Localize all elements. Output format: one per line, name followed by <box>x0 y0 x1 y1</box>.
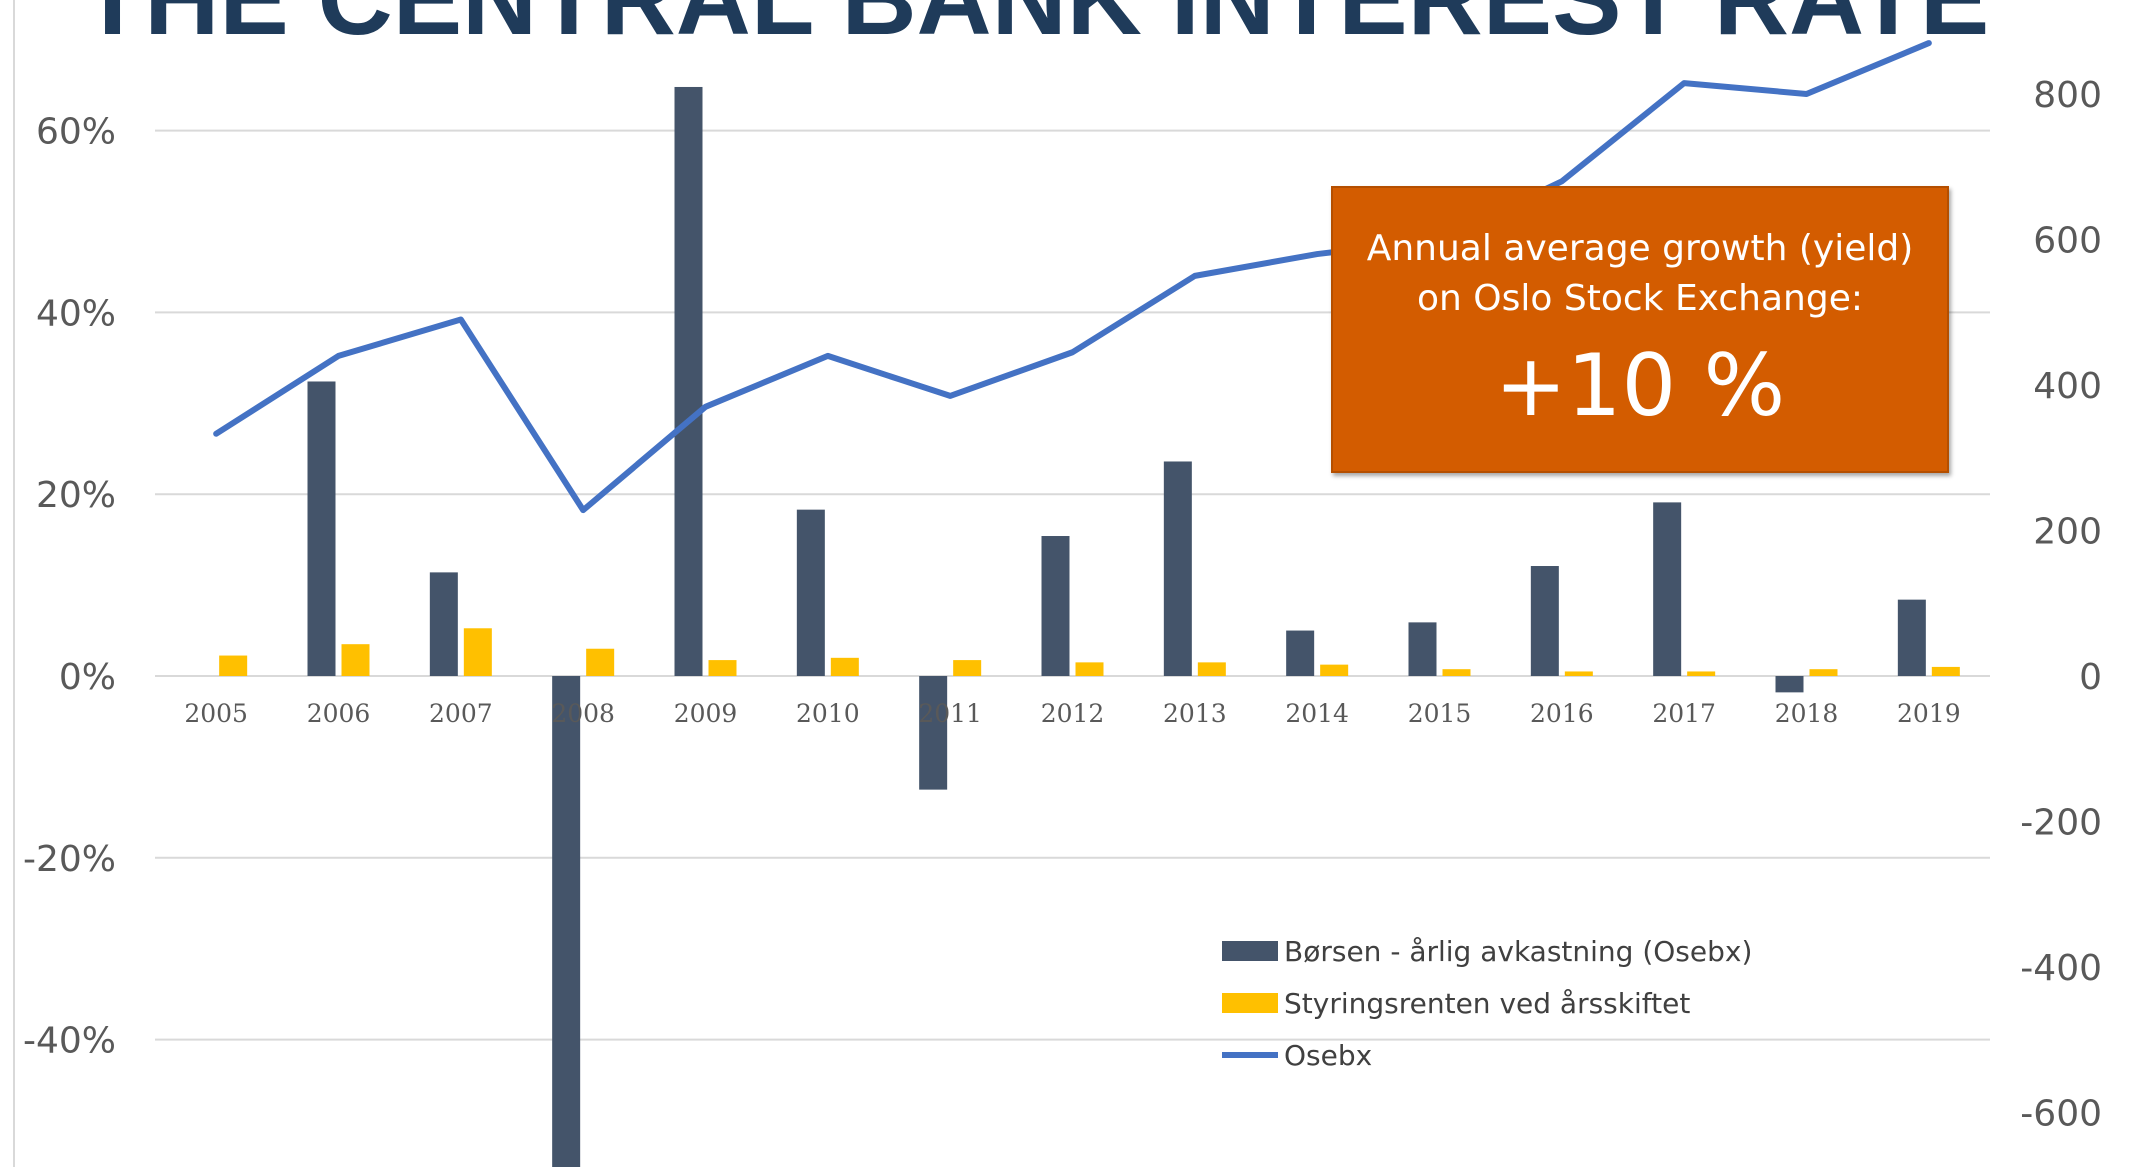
y-left-tick-label: -20% <box>23 839 116 880</box>
return-bar-2015 <box>1408 622 1437 676</box>
return-bar-2012 <box>1041 536 1070 676</box>
callout-line-2: on Oslo Stock Exchange: <box>1417 278 1863 319</box>
callout-value: +10 % <box>1494 336 1786 436</box>
rate-bar-2006 <box>341 644 370 676</box>
y-right-tick-label: -400 <box>2020 948 2102 989</box>
return-bar-2010 <box>796 509 825 676</box>
y-right-tick-label: -200 <box>2020 803 2102 844</box>
return-bar-2017 <box>1653 502 1682 676</box>
x-tick-label: 2009 <box>674 699 738 728</box>
return-bar-2014 <box>1286 630 1315 676</box>
y-right-tick-label: -600 <box>2020 1094 2102 1135</box>
y-left-tick-label: 40% <box>36 293 116 334</box>
rate-bar-2012 <box>1075 662 1104 676</box>
rate-bar-2007 <box>463 628 492 676</box>
x-tick-label: 2016 <box>1530 699 1594 728</box>
return-bar-2016 <box>1530 566 1559 676</box>
x-tick-label: 2018 <box>1775 699 1839 728</box>
rate-bar-2015 <box>1442 669 1471 676</box>
rate-bar-2008 <box>586 648 615 676</box>
rate-bar-2016 <box>1564 671 1593 676</box>
return-bar-2006 <box>307 381 336 676</box>
rate-bar-2014 <box>1320 664 1349 676</box>
rate-bar-2005 <box>219 655 248 676</box>
x-tick-label: 2019 <box>1897 699 1961 728</box>
legend-swatch-0 <box>1222 941 1278 961</box>
y-left-tick-label: 0% <box>59 657 116 698</box>
rate-bar-2010 <box>830 657 859 676</box>
legend-swatch-1 <box>1222 993 1278 1013</box>
return-bar-2007 <box>429 572 458 676</box>
rate-bar-2019 <box>1931 666 1960 676</box>
y-right-tick-label: 200 <box>2033 512 2102 553</box>
x-tick-label: 2014 <box>1285 699 1349 728</box>
return-bar-2009 <box>674 86 703 676</box>
return-bar-2019 <box>1897 599 1926 676</box>
y-right-tick-label: 600 <box>2033 221 2102 262</box>
return-bar-2018 <box>1775 676 1804 693</box>
return-bar-2008 <box>552 676 581 1167</box>
x-tick-label: 2017 <box>1652 699 1716 728</box>
y-left-tick-label: -40% <box>23 1021 116 1062</box>
legend-label-1: Styringsrenten ved årsskiftet <box>1284 987 1690 1020</box>
return-bar-2011 <box>919 676 948 790</box>
legend-label-2: Osebx <box>1284 1039 1372 1072</box>
rate-bar-2009 <box>708 660 737 676</box>
chart-title: THE CENTRAL BANK INTEREST RATE <box>81 0 1990 57</box>
x-tick-label: 2011 <box>918 699 982 728</box>
y-right-tick-label: 0 <box>2079 657 2102 698</box>
x-tick-label: 2006 <box>307 699 371 728</box>
osebx-series-line <box>213 40 1932 514</box>
x-tick-label: 2008 <box>551 699 615 728</box>
x-tick-label: 2015 <box>1408 699 1472 728</box>
rate-bar-2018 <box>1809 669 1838 676</box>
y-right-tick-label: 400 <box>2033 366 2102 407</box>
y-axis-right: 800 600 400 200 0 -200 -400 -600 <box>2020 75 2102 1135</box>
x-tick-label: 2007 <box>429 699 493 728</box>
x-tick-label: 2012 <box>1041 699 1105 728</box>
rate-bar-2011 <box>953 660 982 676</box>
rate-bar-2013 <box>1197 662 1226 676</box>
legend-label-0: Børsen - årlig avkastning (Osebx) <box>1284 935 1752 968</box>
y-left-tick-label: 20% <box>36 475 116 516</box>
osebx-line <box>213 40 1932 514</box>
y-left-tick-label: 60% <box>36 112 116 153</box>
bars <box>219 86 1960 1167</box>
x-tick-label: 2005 <box>184 699 248 728</box>
return-bar-2013 <box>1163 461 1192 676</box>
yield-callout-box: Annual average growth (yield) on Oslo St… <box>1331 186 1949 473</box>
y-right-tick-label: 800 <box>2033 75 2102 116</box>
callout-line-1: Annual average growth (yield) <box>1366 228 1914 269</box>
x-tick-label: 2013 <box>1163 699 1227 728</box>
rate-bar-2017 <box>1687 671 1716 676</box>
x-tick-label: 2010 <box>796 699 860 728</box>
x-axis: 2005 2006 2007 2008 2009 2010 2011 2012 2013 2014… <box>184 699 1960 728</box>
y-axis-left: 60% 40% 20% 0% -20% -40% <box>23 112 116 1062</box>
legend: Børsen - årlig avkastning (Osebx) Styring… <box>1222 935 1752 1072</box>
gridlines <box>155 129 1990 1041</box>
